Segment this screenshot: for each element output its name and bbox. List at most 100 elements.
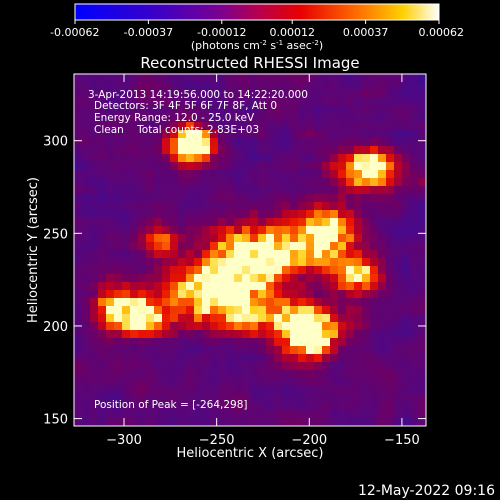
heatmap-cell (362, 138, 371, 147)
heatmap-cell (330, 202, 339, 211)
heatmap-cell (210, 346, 219, 355)
heatmap-cell (274, 234, 283, 243)
heatmap-cell (138, 354, 147, 363)
heatmap-cell (322, 402, 331, 411)
heatmap-cell (418, 354, 426, 363)
heatmap-cell (74, 234, 83, 243)
heatmap-cell (418, 162, 426, 171)
heatmap-cell (210, 98, 219, 107)
heatmap-cell (202, 410, 211, 419)
heatmap-cell (410, 218, 419, 227)
heatmap-cell (410, 226, 419, 235)
heatmap-cell (98, 90, 107, 99)
heatmap-cell (74, 146, 83, 155)
heatmap-cell (146, 250, 155, 259)
heatmap-cell (362, 258, 371, 267)
heatmap-cell (354, 378, 363, 387)
heatmap-cell (402, 74, 411, 83)
heatmap-cell (282, 338, 291, 347)
heatmap-cell (362, 90, 371, 99)
heatmap-cell (154, 298, 163, 307)
heatmap-cell (218, 330, 227, 339)
heatmap-cell (266, 386, 275, 395)
heatmap-cell (410, 82, 419, 91)
heatmap-cell (378, 298, 387, 307)
heatmap-cell (402, 306, 411, 315)
heatmap-cell (106, 338, 115, 347)
heatmap-cell (266, 250, 275, 259)
heatmap-cell (314, 410, 323, 419)
heatmap-cell (202, 378, 211, 387)
heatmap-cell (354, 146, 363, 155)
heatmap-cell (346, 274, 355, 283)
heatmap-cell (306, 378, 315, 387)
heatmap-cell (362, 218, 371, 227)
heatmap-cell (218, 242, 227, 251)
heatmap-cell (314, 202, 323, 211)
heatmap-cell (314, 138, 323, 147)
heatmap-cell (178, 418, 187, 426)
heatmap-cell (146, 202, 155, 211)
x-tick-label: −150 (384, 433, 420, 448)
heatmap-cell (82, 354, 91, 363)
heatmap-cell (386, 378, 395, 387)
heatmap-cell (98, 218, 107, 227)
heatmap-cell (226, 274, 235, 283)
heatmap-cell (274, 250, 283, 259)
heatmap-cell (114, 338, 123, 347)
heatmap-cell (330, 330, 339, 339)
heatmap-cell (322, 362, 331, 371)
heatmap-cell (226, 122, 235, 131)
heatmap-cell (346, 186, 355, 195)
heatmap-cell (82, 114, 91, 123)
heatmap-cell (122, 418, 131, 426)
heatmap-cell (170, 146, 179, 155)
heatmap-cell (186, 314, 195, 323)
heatmap-cell (378, 290, 387, 299)
heatmap-cell (314, 314, 323, 323)
heatmap-cell (114, 346, 123, 355)
heatmap-cell (314, 394, 323, 403)
heatmap-cell (234, 74, 243, 83)
heatmap-cell (122, 210, 131, 219)
heatmap-cell (138, 418, 147, 426)
heatmap-cell (122, 330, 131, 339)
heatmap-cell (290, 74, 299, 83)
heatmap-cell (370, 130, 379, 139)
heatmap-cell (210, 362, 219, 371)
heatmap-cell (210, 282, 219, 291)
heatmap-cell (394, 74, 403, 83)
heatmap-cell (90, 114, 99, 123)
heatmap-cell (362, 146, 371, 155)
heatmap-cell (218, 274, 227, 283)
heatmap-cell (290, 250, 299, 259)
heatmap-cell (106, 218, 115, 227)
heatmap-cell (330, 266, 339, 275)
heatmap-cell (90, 394, 99, 403)
heatmap-cell (258, 266, 267, 275)
heatmap-cell (322, 218, 331, 227)
heatmap-cell (202, 354, 211, 363)
heatmap-cell (218, 154, 227, 163)
heatmap-cell (346, 418, 355, 426)
heatmap-cell (114, 226, 123, 235)
heatmap-cell (322, 258, 331, 267)
heatmap-cell (330, 314, 339, 323)
heatmap-cell (82, 98, 91, 107)
heatmap-cell (362, 178, 371, 187)
heatmap-cell (402, 386, 411, 395)
heatmap-cell (250, 234, 259, 243)
x-tick-label: −300 (106, 433, 142, 448)
heatmap-cell (202, 290, 211, 299)
heatmap-cell (122, 242, 131, 251)
heatmap-cell (250, 330, 259, 339)
heatmap-cell (394, 122, 403, 131)
heatmap-cell (394, 90, 403, 99)
heatmap-cell (138, 394, 147, 403)
heatmap-cell (322, 162, 331, 171)
heatmap-cell (234, 282, 243, 291)
heatmap-cell (338, 378, 347, 387)
heatmap-cell (226, 218, 235, 227)
heatmap-cell (178, 282, 187, 291)
heatmap-cell (242, 346, 251, 355)
